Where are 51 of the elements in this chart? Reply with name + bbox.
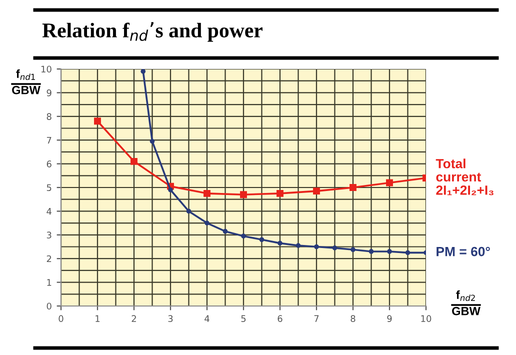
point	[278, 240, 282, 246]
point	[332, 246, 338, 250]
point	[296, 243, 301, 248]
point	[94, 118, 101, 125]
point	[168, 187, 173, 192]
y-tick-label: 3	[46, 232, 52, 238]
y-tick-label: 0	[46, 302, 52, 310]
point	[222, 228, 228, 234]
x-tick-label: 0	[58, 315, 64, 322]
point	[350, 247, 356, 252]
y-tick-label: 7	[46, 136, 52, 144]
x-tick-label: 4	[204, 315, 210, 322]
y-tick-label: 10	[41, 66, 52, 73]
y-tick-label: 5	[46, 184, 52, 192]
point	[368, 249, 374, 254]
point	[276, 190, 284, 197]
point	[313, 188, 320, 195]
x-tick-label: 6	[278, 315, 282, 322]
x-tick-label: 9	[387, 315, 392, 322]
y-tick-label: 8	[46, 113, 52, 120]
x-axis-title: f$_{nd2}$ GBW	[452, 290, 480, 316]
y-tick-label: 2	[46, 255, 52, 262]
y-tick-label: 9	[46, 89, 52, 96]
point	[240, 191, 247, 198]
point	[130, 158, 138, 165]
point	[241, 234, 246, 239]
point	[386, 179, 393, 186]
chart-title: Relation f$_{nd}$’s and power	[42, 22, 262, 42]
y-axis-title: f$_{nd1}$ GBW	[12, 69, 40, 94]
point	[150, 138, 155, 144]
x-tick-label: 3	[168, 315, 173, 322]
point	[259, 237, 264, 242]
point	[186, 208, 192, 214]
x-tick-label: 2	[132, 315, 136, 322]
point	[314, 244, 319, 250]
point	[204, 220, 210, 226]
point	[204, 190, 210, 197]
y-tick-label: 1	[47, 279, 52, 286]
point	[350, 184, 356, 191]
y-tick-label: 4	[46, 208, 52, 215]
x-tick-label: 7	[314, 315, 319, 322]
x-tick-label: 5	[241, 315, 246, 322]
series-label: Total current 2I₁+2I₂+I₃	[436, 158, 494, 196]
x-tick-label: 1	[96, 315, 100, 322]
x-tick-label: 8	[350, 315, 356, 322]
point	[387, 249, 392, 254]
point	[140, 69, 146, 74]
point	[405, 250, 410, 256]
series-label: PM = 60°	[436, 246, 490, 256]
x-tick-label: 10	[421, 315, 432, 322]
y-tick-label: 6	[46, 160, 52, 168]
